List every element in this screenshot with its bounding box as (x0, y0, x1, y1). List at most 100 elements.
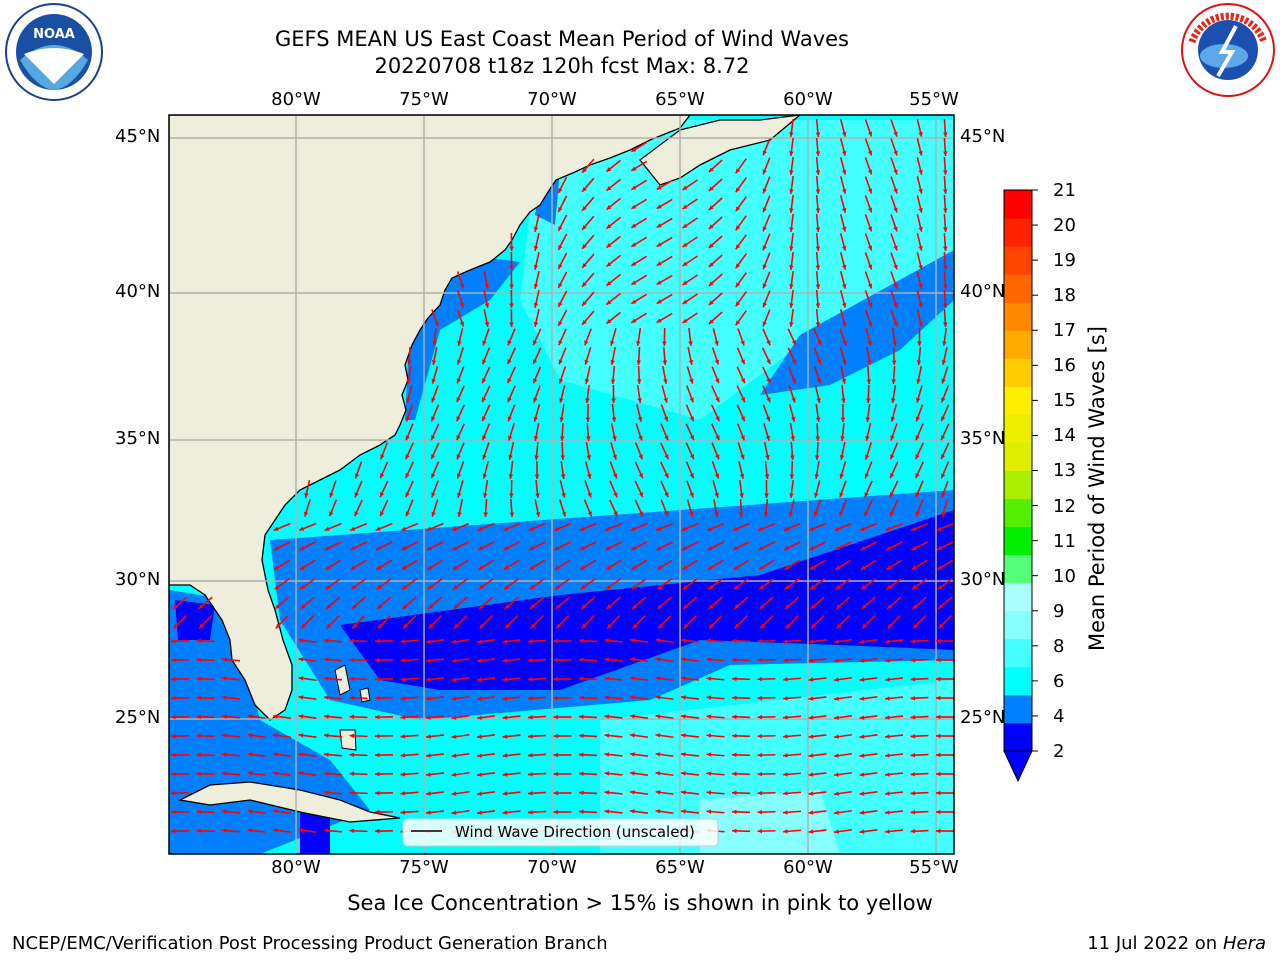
direction-arrowhead (456, 397, 461, 403)
direction-arrowhead (655, 714, 661, 719)
direction-arrowhead (405, 511, 410, 517)
direction-arrowhead (582, 300, 587, 306)
lat-label-left-35n: 35°N (115, 428, 161, 449)
direction-arrowhead (349, 733, 355, 739)
direction-arrowhead (918, 188, 923, 194)
direction-arrowhead (841, 302, 847, 308)
direction-arrowhead (456, 416, 461, 422)
direction-arrowhead (451, 810, 457, 815)
direction-arrowhead (689, 378, 694, 384)
direction-arrowhead (457, 340, 462, 346)
direction-arrowhead (533, 436, 539, 441)
direction-arrowhead (808, 696, 814, 701)
lon-label-top-55w: 55°W (909, 89, 959, 110)
direction-arrowhead (732, 733, 737, 739)
direction-arrowhead (638, 454, 643, 460)
direction-arrowhead (428, 604, 434, 609)
direction-arrowhead (936, 809, 941, 815)
direction-arrowhead (581, 623, 587, 629)
direction-arrowhead (457, 512, 462, 517)
direction-arrowhead (558, 207, 563, 213)
direction-arrowhead (867, 264, 873, 270)
direction-arrowhead (766, 397, 771, 403)
direction-arrowhead (502, 658, 508, 663)
direction-arrowhead (885, 772, 890, 777)
direction-arrowhead (196, 695, 202, 701)
direction-arrowhead (482, 397, 487, 403)
direction-arrowhead (631, 204, 637, 209)
direction-arrowhead (504, 584, 510, 590)
direction-arrowhead (783, 526, 789, 531)
direction-arrowhead (638, 492, 643, 498)
direction-arrowhead (664, 454, 669, 460)
direction-arrowhead (606, 186, 612, 191)
direction-arrowhead (579, 676, 584, 682)
lat-label-left-30n: 30°N (115, 569, 161, 590)
direction-arrowhead (765, 435, 770, 441)
direction-arrowhead (558, 245, 563, 251)
direction-arrowhead (860, 565, 866, 570)
direction-arrowhead (380, 492, 385, 498)
direction-arrowhead (808, 829, 814, 834)
direction-arrowhead (507, 397, 512, 403)
direction-arrowhead (428, 623, 434, 629)
direction-arrowhead (893, 321, 898, 327)
direction-arrowhead (479, 623, 485, 629)
direction-arrowhead (298, 676, 304, 681)
direction-arrowhead (864, 492, 869, 498)
direction-arrowhead (783, 658, 788, 663)
direction-arrowhead (482, 435, 487, 441)
direction-arrowhead (938, 623, 944, 629)
direction-arrowhead (247, 809, 253, 814)
direction-arrowhead (553, 809, 558, 815)
direction-arrowhead (604, 695, 610, 700)
direction-arrowhead (375, 752, 380, 758)
direction-arrowhead (890, 511, 895, 517)
direction-arrowhead (636, 379, 642, 384)
direction-arrowhead (604, 676, 610, 681)
direction-arrowhead (273, 752, 278, 757)
direction-arrowhead (864, 511, 869, 517)
direction-arrowhead (867, 302, 873, 308)
direction-arrowhead (783, 696, 788, 701)
direction-arrowhead (196, 771, 202, 777)
direction-arrowhead (663, 416, 669, 422)
direction-arrowhead (681, 809, 686, 814)
lat-label-right-25n: 25°N (960, 707, 1006, 728)
colorbar-segment (1004, 218, 1032, 247)
direction-arrowhead (867, 340, 872, 346)
direction-arrowhead (885, 791, 890, 796)
direction-arrowhead (631, 185, 637, 190)
direction-arrowhead (859, 658, 865, 663)
direction-arrowhead (788, 511, 794, 517)
credit-text: NCEP/EMC/Verification Post Processing Pr… (12, 933, 608, 954)
direction-arrowhead (535, 493, 540, 498)
direction-arrowhead (507, 378, 512, 384)
direction-arrowhead (509, 284, 514, 289)
direction-arrowhead (740, 340, 745, 346)
colorbar-segment (1004, 358, 1032, 387)
direction-arrowhead (762, 169, 767, 175)
direction-arrowhead (762, 245, 767, 251)
direction-arrowhead (630, 790, 635, 795)
direction-arrowhead (553, 790, 558, 796)
direction-arrowhead (681, 545, 687, 551)
direction-arrowhead (559, 417, 565, 422)
direction-arrowhead (867, 321, 873, 327)
direction-arrowhead (171, 752, 176, 758)
direction-arrowhead (735, 206, 741, 212)
direction-arrowhead (457, 492, 462, 498)
direction-arrowhead (834, 791, 839, 796)
lon-label-top-65w: 65°W (655, 89, 705, 110)
direction-arrowhead (789, 284, 794, 289)
direction-arrowhead (631, 147, 637, 152)
direction-arrowhead (502, 810, 508, 815)
direction-arrowhead (757, 657, 763, 663)
direction-arrowhead (941, 378, 946, 384)
direction-arrowhead (612, 454, 617, 460)
direction-arrowhead (740, 435, 745, 441)
direction-arrowhead (708, 167, 714, 173)
direction-arrowhead (579, 790, 584, 796)
direction-arrowhead (918, 150, 923, 156)
direction-arrowhead (783, 715, 788, 720)
